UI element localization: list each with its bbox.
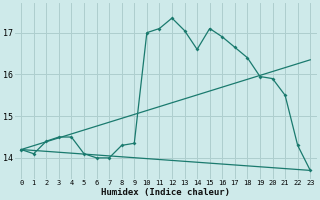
- X-axis label: Humidex (Indice chaleur): Humidex (Indice chaleur): [101, 188, 230, 197]
